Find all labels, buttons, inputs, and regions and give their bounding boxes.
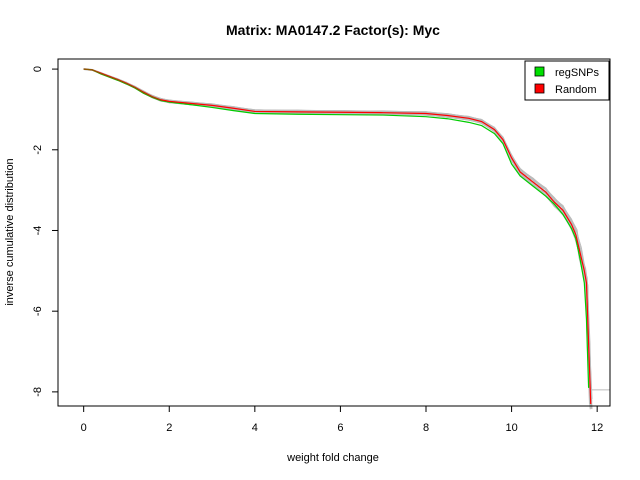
series-line-random <box>83 68 592 405</box>
x-tick-label: 2 <box>166 422 172 434</box>
series-lines <box>83 68 592 405</box>
x-tick-label: 12 <box>591 422 603 434</box>
series-line-regsnps <box>83 68 590 388</box>
y-tick-label: -6 <box>32 306 44 316</box>
y-tick-label: -4 <box>32 226 44 236</box>
legend: regSNPs Random <box>524 60 610 101</box>
legend-label-random: Random <box>555 84 597 96</box>
random-sample-line <box>83 68 592 400</box>
y-axis: 0 -2 -4 -6 -8 <box>32 66 59 397</box>
y-axis-title: inverse cumulative distribution <box>4 158 16 305</box>
legend-swatch-random <box>534 83 545 94</box>
x-tick-label: 4 <box>252 422 258 434</box>
x-tick-label: 8 <box>423 422 429 434</box>
random-sample-line <box>83 68 590 400</box>
random-sample-line <box>83 68 593 410</box>
y-tick-label: -8 <box>32 387 44 397</box>
x-tick-label: 10 <box>505 422 517 434</box>
legend-label-regsnps: regSNPs <box>555 67 600 79</box>
chart-title: Matrix: MA0147.2 Factor(s): Myc <box>226 22 440 38</box>
random-sample-line <box>83 68 593 400</box>
random-sample-line <box>83 68 591 399</box>
random-sample-line <box>83 68 591 409</box>
random-sample-line <box>83 68 590 405</box>
y-tick-label: -2 <box>32 145 44 155</box>
random-sample-line <box>83 68 592 406</box>
random-sample-line <box>83 68 593 402</box>
x-tick-label: 0 <box>81 422 87 434</box>
legend-swatch-regsnps <box>534 66 545 77</box>
random-sample-line <box>83 68 591 410</box>
series-overlap-line <box>83 68 161 101</box>
random-sample-line <box>83 68 591 401</box>
random-sample-line <box>83 68 592 403</box>
y-tick-label: 0 <box>32 66 44 72</box>
x-axis: 0 2 4 6 8 10 12 <box>81 405 603 434</box>
x-axis-title: weight fold change <box>286 452 379 464</box>
random-sample-lines <box>83 68 610 410</box>
x-tick-label: 6 <box>337 422 343 434</box>
random-sample-line <box>83 68 592 409</box>
random-sample-line <box>83 68 592 407</box>
